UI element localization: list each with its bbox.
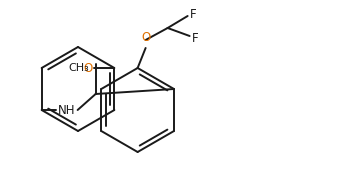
Text: O: O	[83, 62, 92, 74]
Text: F: F	[190, 7, 196, 20]
Text: O: O	[141, 31, 150, 44]
Text: NH: NH	[58, 104, 75, 117]
Text: CH₃: CH₃	[69, 63, 89, 73]
Text: F: F	[192, 32, 198, 45]
